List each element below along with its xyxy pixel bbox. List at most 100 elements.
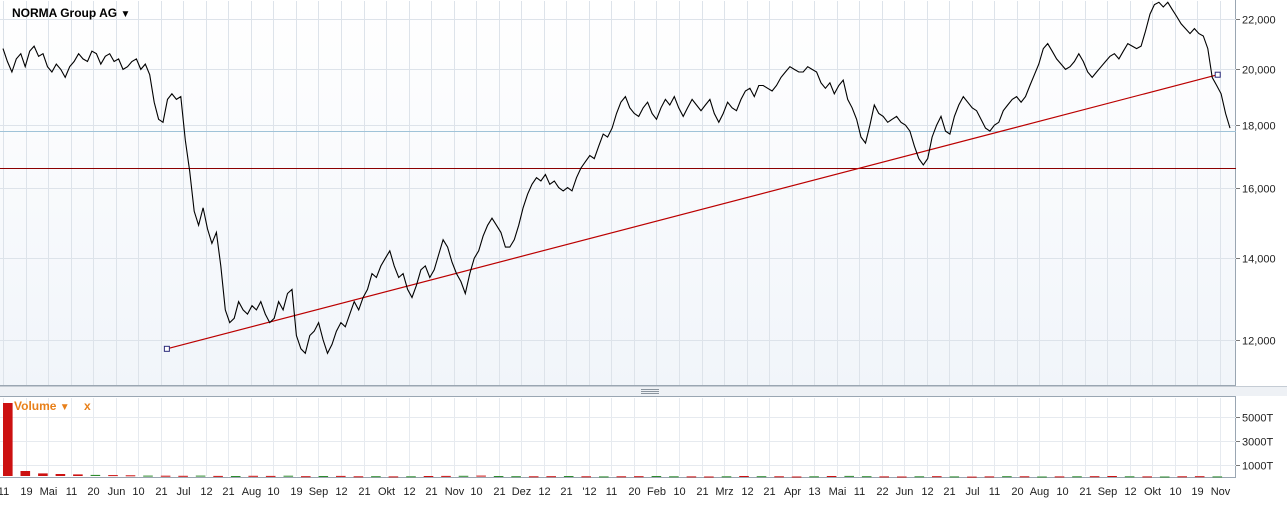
x-tick-label: Aug: [242, 486, 262, 498]
x-tick-label: 13: [808, 486, 820, 498]
volume-bar: [1212, 476, 1223, 478]
volume-tick-label: 5000T: [1242, 413, 1273, 425]
x-tick-label: Mai: [40, 486, 58, 498]
volume-bar: [423, 476, 434, 477]
triangle-down-icon[interactable]: ▼: [59, 402, 70, 413]
x-tick-label: 20: [628, 486, 640, 498]
x-tick-label: Feb: [647, 486, 666, 498]
volume-bar: [318, 476, 329, 477]
volume-bar: [984, 476, 995, 478]
volume-tick-label: 3000T: [1242, 437, 1273, 449]
x-tick-label: 12: [538, 486, 550, 498]
x-tick-label: Aug: [1030, 486, 1050, 498]
volume-bar: [143, 475, 153, 477]
x-tick-label: 10: [1056, 486, 1068, 498]
x-tick-label: 10: [673, 486, 685, 498]
x-tick-label: 12: [921, 486, 933, 498]
volume-tick-label: 1000T: [1242, 461, 1273, 473]
x-tick-label: 11: [606, 486, 617, 498]
volume-bar: [1194, 476, 1205, 478]
volume-bar: [1002, 476, 1012, 478]
volume-bar: [844, 475, 854, 477]
splitter-grip-icon[interactable]: [641, 389, 659, 394]
volume-bar: [756, 476, 767, 478]
volume-bar: [406, 476, 416, 478]
close-icon: x: [84, 399, 91, 413]
volume-bar: [301, 476, 311, 478]
volume-bar: [3, 403, 13, 476]
y-tick-label: 12,000: [1242, 336, 1276, 348]
instrument-title: NORMA Group AG: [12, 6, 118, 20]
instrument-selector[interactable]: NORMA Group AG ▼: [12, 6, 130, 20]
x-tick-label: 11: [0, 486, 9, 498]
x-tick-label: 21: [763, 486, 775, 498]
volume-bar: [90, 474, 101, 476]
x-tick-label: Jul: [176, 486, 190, 498]
volume-bar: [634, 476, 644, 478]
volume-bar: [38, 473, 48, 476]
volume-bar: [388, 476, 399, 478]
x-tick-label: 12: [403, 486, 415, 498]
x-tick-label: 12: [200, 486, 212, 498]
volume-bar: [476, 475, 486, 477]
x-tick-label: Okt: [1144, 486, 1161, 498]
volume-close-button[interactable]: x: [84, 399, 91, 413]
x-tick-label: Nov: [1211, 486, 1231, 498]
x-tick-label: Okt: [378, 486, 395, 498]
volume-bar: [20, 471, 31, 476]
x-tick-label: '12: [582, 486, 596, 498]
volume-bar: [651, 476, 662, 477]
x-tick-label: 12: [1124, 486, 1136, 498]
volume-bar: [1089, 476, 1100, 478]
volume-bar: [809, 476, 819, 478]
volume-bar: [1054, 476, 1065, 478]
volume-bar: [108, 475, 118, 477]
x-tick-label: 20: [87, 486, 99, 498]
volume-bar: [932, 476, 942, 478]
volume-bar: [826, 476, 837, 477]
volume-bar: [599, 476, 609, 478]
x-tick-label: Jun: [896, 486, 914, 498]
volume-bar: [248, 475, 258, 477]
volume-bar: [283, 475, 294, 477]
panel-splitter[interactable]: [0, 386, 1287, 396]
volume-bar: [563, 476, 574, 477]
volume-bar: [739, 476, 749, 477]
x-tick-label: Mrz: [715, 486, 733, 498]
volume-bar: [160, 475, 171, 477]
volume-bar: [704, 476, 714, 478]
x-tick-label: 22: [876, 486, 888, 498]
y-tick-label: 22,000: [1242, 15, 1276, 27]
x-tick-label: Jul: [965, 486, 979, 498]
trend-line: [166, 74, 1218, 350]
volume-bar: [493, 476, 504, 477]
volume-bar: [528, 476, 539, 478]
volume-bar: [581, 476, 591, 478]
x-tick-label: 10: [470, 486, 482, 498]
x-tick-label: Apr: [784, 486, 801, 498]
volume-label: Volume: [14, 399, 57, 413]
volume-bar: [441, 475, 451, 477]
volume-indicator-selector[interactable]: Volume ▼: [14, 399, 70, 413]
volume-bar: [458, 475, 469, 477]
trendline-handle-end: [1214, 71, 1221, 78]
x-tick-label: 21: [493, 486, 505, 498]
triangle-down-icon[interactable]: ▼: [120, 9, 131, 20]
y-tick-label: 16,000: [1242, 184, 1276, 196]
volume-bar: [1159, 476, 1170, 478]
volume-bar: [1037, 476, 1047, 478]
volume-bar: [213, 475, 223, 477]
volume-bar: [686, 476, 697, 478]
x-tick-label: 21: [560, 486, 572, 498]
x-tick-label: 11: [989, 486, 1000, 498]
x-tick-label: 20: [1011, 486, 1023, 498]
x-tick-label: 19: [290, 486, 302, 498]
volume-bar: [774, 476, 784, 478]
volume-bar: [511, 476, 521, 478]
price-series-line: [2, 1, 1231, 355]
volume-bar: [616, 476, 627, 478]
volume-bar: [1142, 476, 1152, 478]
volume-bar: [914, 476, 925, 478]
